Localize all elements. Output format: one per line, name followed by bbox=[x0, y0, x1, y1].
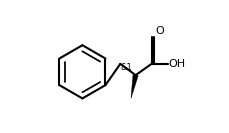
Text: OH: OH bbox=[167, 59, 185, 69]
Polygon shape bbox=[130, 75, 138, 98]
Text: &1: &1 bbox=[120, 63, 132, 72]
Text: O: O bbox=[154, 26, 163, 36]
